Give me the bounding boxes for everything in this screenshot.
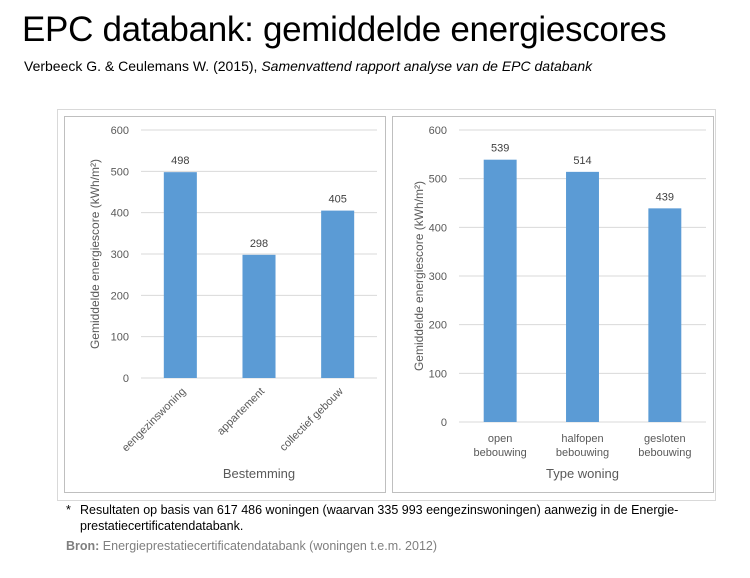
data-label: 514 bbox=[573, 155, 591, 167]
x-tick-label: bebouwing bbox=[638, 447, 691, 459]
data-label: 539 bbox=[491, 143, 509, 155]
subtitle-report: Samenvattend rapport analyse van de EPC … bbox=[261, 58, 593, 74]
data-label: 498 bbox=[171, 155, 189, 167]
chart-bestemming: 0 100 200 300 400 500 600 Gemiddelde energiesco… bbox=[88, 125, 377, 481]
source-line: Bron: Energieprestatiecertificatendataba… bbox=[66, 539, 437, 553]
footnote-text: Resultaten op basis van 617 486 woningen… bbox=[80, 503, 679, 533]
source-text: Energieprestatiecertificatendatabank (wo… bbox=[99, 539, 438, 553]
bar bbox=[242, 254, 276, 378]
x-tick-label: bebouwing bbox=[474, 447, 527, 459]
bar bbox=[163, 172, 197, 378]
x-tick-label: collectief gebouw bbox=[278, 386, 346, 454]
data-label: 405 bbox=[328, 194, 346, 206]
y-tick-label: 400 bbox=[111, 208, 129, 220]
x-tick-label: appartement bbox=[215, 386, 267, 438]
bar bbox=[483, 159, 517, 422]
x-tick-label: halfopen bbox=[561, 433, 603, 445]
y-tick-label: 200 bbox=[429, 320, 447, 332]
data-label: 439 bbox=[656, 191, 674, 203]
slide-subtitle: Verbeeck G. & Ceulemans W. (2015), Samen… bbox=[24, 58, 592, 74]
y-tick-label: 300 bbox=[429, 271, 447, 283]
x-tick-label: bebouwing bbox=[556, 447, 609, 459]
footnote: * Resultaten op basis van 617 486 woning… bbox=[66, 502, 706, 534]
y-tick-label: 0 bbox=[123, 373, 129, 385]
x-tick-label: gesloten bbox=[644, 433, 686, 445]
chart-panel-bestemming: 0 100 200 300 400 500 600 Gemiddelde energiesco… bbox=[64, 116, 386, 493]
y-tick-label: 500 bbox=[111, 166, 129, 178]
y-tick-label: 100 bbox=[111, 332, 129, 344]
footnote-marker: * bbox=[66, 503, 71, 517]
bar bbox=[566, 171, 599, 422]
y-tick-label: 400 bbox=[429, 222, 447, 234]
y-tick-label: 600 bbox=[429, 125, 447, 137]
x-tick-label: open bbox=[488, 433, 512, 445]
x-axis-label: Bestemming bbox=[223, 466, 295, 481]
data-label: 298 bbox=[250, 238, 268, 250]
y-tick-label: 100 bbox=[429, 368, 447, 380]
chart-panel-type-woning: 0 100 200 300 400 500 600 Gemiddelde energiesco… bbox=[392, 116, 714, 493]
y-axis-label: Gemiddelde energiescore (kWh/m²) bbox=[412, 181, 426, 371]
y-tick-label: 500 bbox=[429, 174, 447, 186]
chart-type-woning: 0 100 200 300 400 500 600 Gemiddelde energiesco… bbox=[412, 125, 706, 481]
slide-title: EPC databank: gemiddelde energiescores bbox=[22, 10, 667, 49]
y-tick-label: 600 bbox=[111, 125, 129, 137]
y-tick-label: 200 bbox=[111, 290, 129, 302]
subtitle-authors: Verbeeck G. & Ceulemans W. (2015), bbox=[24, 58, 262, 74]
y-axis-label: Gemiddelde energiescore (kWh/m²) bbox=[88, 159, 102, 349]
bar bbox=[321, 210, 355, 378]
source-label: Bron: bbox=[66, 539, 100, 553]
bar bbox=[648, 208, 682, 422]
y-tick-label: 0 bbox=[441, 417, 447, 429]
y-tick-label: 300 bbox=[111, 249, 129, 261]
x-tick-label: eengezinswoning bbox=[120, 386, 189, 455]
x-axis-label: Type woning bbox=[546, 466, 619, 481]
